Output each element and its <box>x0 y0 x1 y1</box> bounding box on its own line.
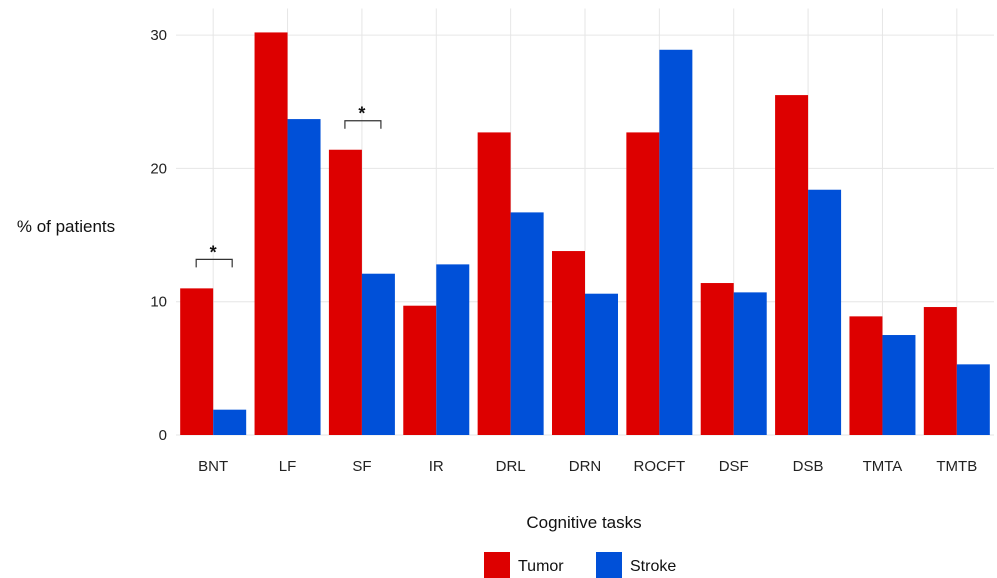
bar-stroke-lf <box>287 119 321 435</box>
x-axis-title: Cognitive tasks <box>526 513 641 532</box>
y-tick-label-10: 10 <box>150 294 167 311</box>
bar-stroke-ir <box>436 264 470 435</box>
legend-swatch-tumor <box>484 552 510 578</box>
x-tick-label-ir: IR <box>429 458 444 475</box>
bar-tumor-tmtb <box>923 307 957 435</box>
bar-tumor-ir <box>403 305 437 435</box>
bar-stroke-tmtb <box>956 364 990 435</box>
bars <box>180 32 990 436</box>
bar-stroke-tmta <box>882 335 916 435</box>
bar-tumor-bnt <box>180 288 214 435</box>
x-tick-label-dsb: DSB <box>793 458 824 475</box>
y-tick-label-30: 30 <box>150 27 167 44</box>
y-tick-label-0: 0 <box>159 427 167 444</box>
x-tick-label-rocft: ROCFT <box>634 458 686 475</box>
bar-tumor-drl <box>477 132 511 435</box>
significance-star-sf: * <box>358 104 365 124</box>
x-tick-label-tmtb: TMTB <box>936 458 977 475</box>
x-tick-label-sf: SF <box>352 458 371 475</box>
significance-bracket-sf <box>344 120 382 129</box>
legend-swatch-stroke <box>596 552 622 578</box>
x-tick-label-bnt: BNT <box>198 458 228 475</box>
x-tick-label-drn: DRN <box>569 458 602 475</box>
y-axis-title: % of patients <box>17 217 115 236</box>
x-tick-label-drl: DRL <box>496 458 526 475</box>
bar-stroke-drn <box>585 293 618 435</box>
y-tick-label-20: 20 <box>150 160 167 177</box>
bar-tumor-dsf <box>700 283 734 435</box>
legend: Tumor Stroke <box>484 552 676 578</box>
bar-stroke-dsf <box>733 292 767 435</box>
significance-star-bnt: * <box>210 242 217 262</box>
legend-label-tumor: Tumor <box>518 558 564 575</box>
bar-stroke-bnt <box>213 409 247 435</box>
bar-tumor-rocft <box>626 132 660 435</box>
significance-bracket-bnt <box>195 258 233 268</box>
bar-stroke-drl <box>510 212 544 435</box>
bar-tumor-sf <box>328 149 362 435</box>
x-tick-label-dsf: DSF <box>719 458 749 475</box>
bar-tumor-lf <box>254 32 288 436</box>
y-axis-ticks: 0 10 20 30 <box>150 27 167 444</box>
x-tick-label-lf: LF <box>279 458 297 475</box>
legend-label-stroke: Stroke <box>630 558 676 575</box>
x-tick-label-tmta: TMTA <box>863 458 903 475</box>
bar-tumor-dsb <box>775 95 809 436</box>
bar-stroke-rocft <box>659 49 693 435</box>
x-axis-ticks: BNT LF SF IR DRL DRN ROCFT DSF DSB TMTA TMTB <box>198 458 977 475</box>
bar-tumor-tmta <box>849 316 883 435</box>
significance-annotations: ** <box>195 104 382 268</box>
bar-stroke-dsb <box>808 189 842 435</box>
bar-tumor-drn <box>552 251 585 435</box>
bar-stroke-sf <box>361 273 395 435</box>
